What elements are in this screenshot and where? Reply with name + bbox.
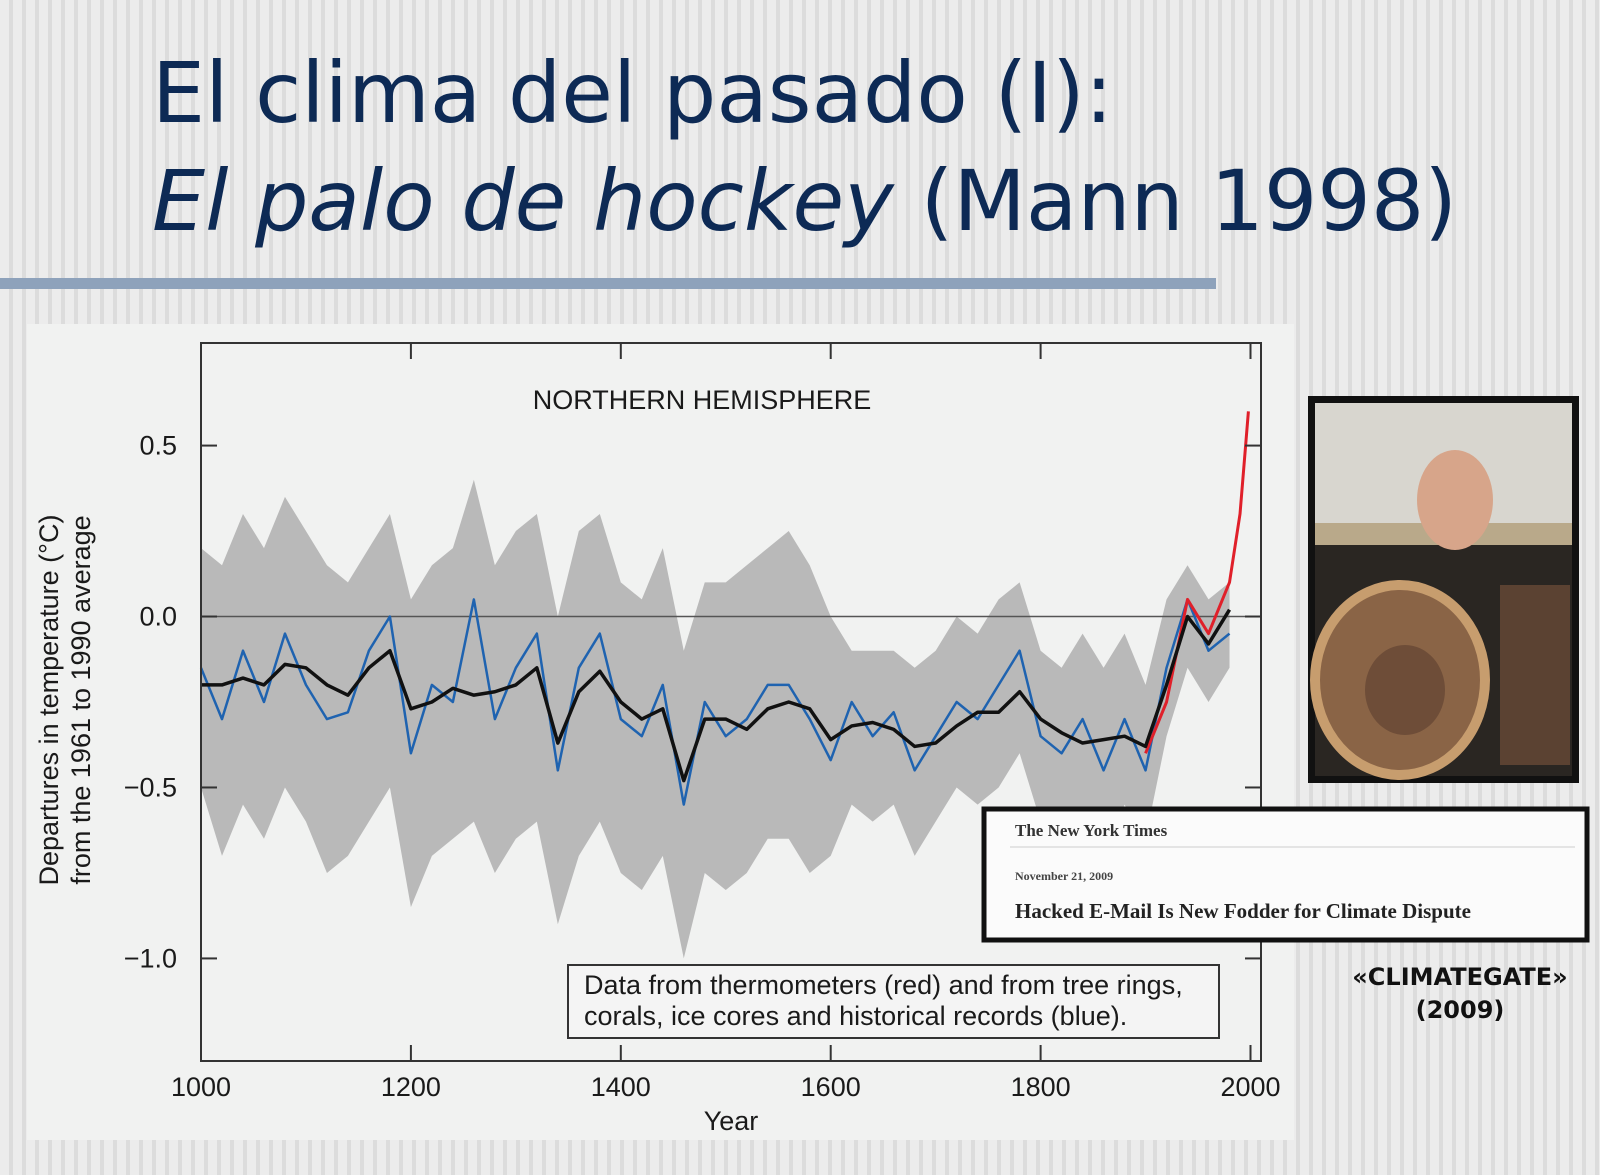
clipping-date: November 21, 2009 <box>1015 869 1113 883</box>
slide-title: El clima del pasado (I): <box>152 44 1113 142</box>
photo <box>1308 396 1579 783</box>
x-tick-label: 1600 <box>801 1072 861 1102</box>
clipping-frame <box>981 806 1590 943</box>
chart: 0.5 0.0 −0.5 −1.0 1000 1200 1400 1600 1800 2000 NO… <box>34 342 1281 1136</box>
subtitle-rest: (Mann 1998) <box>894 152 1457 250</box>
clipping-masthead: The New York Times <box>1015 821 1168 840</box>
x-tick-label: 1400 <box>591 1072 651 1102</box>
news-clipping: The New York Times November 21, 2009 Hac… <box>981 806 1590 943</box>
caption-year: (2009) <box>1416 996 1505 1024</box>
x-axis-label: Year <box>704 1106 759 1136</box>
x-tick-label: 2000 <box>1220 1072 1280 1102</box>
slide-subtitle: El palo de hockey (Mann 1998) <box>152 152 1457 250</box>
y-tick-label: 0.0 <box>139 602 177 632</box>
plot-frame <box>200 342 1262 1062</box>
x-tick-label: 1200 <box>381 1072 441 1102</box>
photo-wood <box>1500 585 1570 765</box>
clipping-headline: Hacked E-Mail Is New Fodder for Climate … <box>1015 899 1471 923</box>
y-axis-label: Departures in temperature (°C) <box>34 515 64 886</box>
chart-title: NORTHERN HEMISPHERE <box>533 385 872 415</box>
y-tick-label: −0.5 <box>124 772 177 802</box>
photo-face <box>1417 450 1493 550</box>
caption: «CLIMATEGATE» <box>1352 963 1567 991</box>
annotation-text: corals, ice cores and historical records… <box>584 1001 1127 1031</box>
x-tick-label: 1800 <box>1011 1072 1071 1102</box>
y-tick-label: 0.5 <box>139 431 177 461</box>
subtitle-italic: El palo de hockey <box>152 152 895 250</box>
series-line <box>201 608 1232 783</box>
y-axis-label: from the 1961 to 1990 average <box>66 515 96 884</box>
y-tick-label: −1.0 <box>124 943 177 973</box>
title-rule <box>0 278 1216 289</box>
photo-tree-core <box>1365 645 1445 735</box>
series-line <box>1144 411 1250 754</box>
x-tick-label: 1000 <box>171 1072 231 1102</box>
annotation-text: Data from thermometers (red) and from tr… <box>584 970 1183 1000</box>
annotation-box <box>567 964 1220 1039</box>
